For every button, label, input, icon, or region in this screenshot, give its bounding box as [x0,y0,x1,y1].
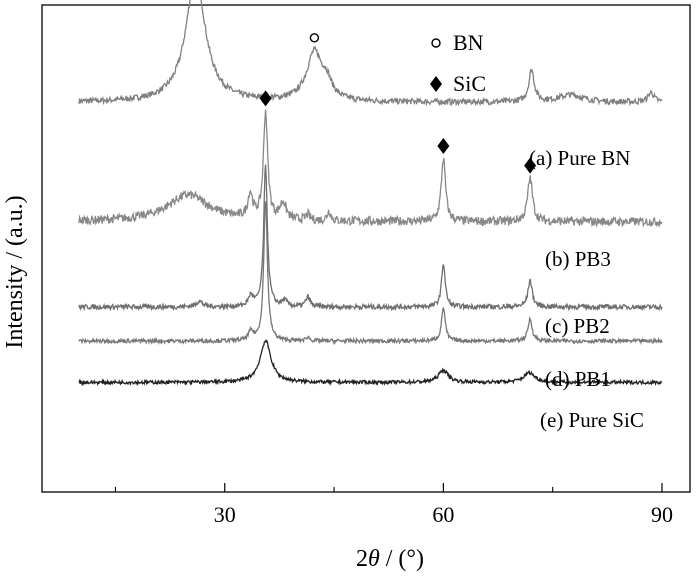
series-label: (d) PB1 [545,367,611,391]
plot-frame [41,4,691,493]
series-labels: (a) Pure BN (b) PB3 (c) PB2 (d) PB1 (e) Pure… [529,146,644,432]
bn-marker [309,33,320,43]
series-line [78,201,663,346]
x-tick-label: 60 [432,502,454,527]
legend: BN SiC [430,30,486,96]
marker-layer [259,33,537,174]
sic-marker [437,138,450,155]
legend-sic-symbol [430,76,442,92]
x-tick-label: 30 [214,502,236,527]
legend-bn-symbol [431,38,441,48]
series-line [78,0,663,107]
series-line [78,109,663,229]
y-axis-title: Intensity / (a.u.) [2,195,28,348]
series-line [78,164,663,312]
legend-label: BN [453,30,484,55]
x-axis-ticks: 30 60 90 [114,483,673,527]
legend-label: SiC [453,71,486,96]
plot-border [41,4,691,493]
sic-marker [259,90,272,107]
x-tick-label: 90 [651,502,673,527]
series-label: (a) Pure BN [529,146,630,170]
series-line [78,339,663,387]
series-label: (e) Pure SiC [540,408,644,432]
x-axis-title: 2θ / (°) [356,546,424,572]
series-label: (c) PB2 [545,314,610,338]
sic-marker [524,157,537,174]
series-label: (b) PB3 [545,247,611,271]
series-layer [78,0,663,387]
